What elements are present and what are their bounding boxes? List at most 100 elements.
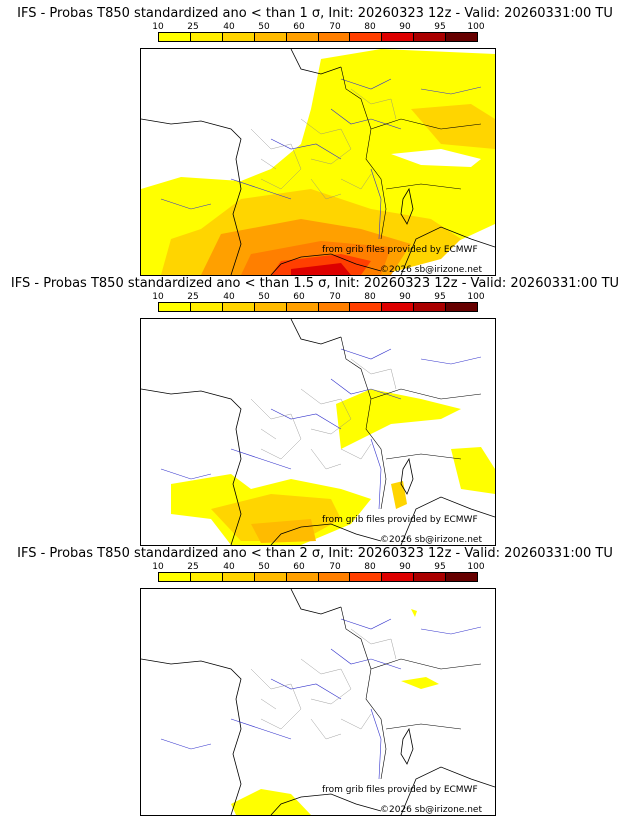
scale-swatch [286, 33, 319, 41]
prob-area-10 [336, 389, 461, 449]
scale-label: 100 [467, 292, 485, 302]
scale-swatch [159, 33, 191, 41]
scale-swatch [446, 33, 478, 41]
prob-area-90 [291, 263, 351, 275]
color-scale-bar [158, 32, 478, 42]
scale-label: 100 [467, 22, 485, 32]
prob-area-10 [231, 789, 311, 815]
probability-map: from grib files provided by ECMWF ©2026 … [140, 318, 496, 546]
scale-label: 95 [434, 22, 446, 32]
scale-swatch [222, 573, 255, 581]
national-borders [340, 606, 482, 780]
color-scale-bar [158, 302, 478, 312]
credit-source: from grib files provided by ECMWF [322, 245, 478, 255]
prob-area-10 [411, 609, 417, 617]
scale-label: 80 [364, 292, 376, 302]
scale-label: 50 [258, 292, 270, 302]
island-corsica [400, 727, 414, 765]
rivers [160, 618, 482, 780]
credit-copyright: ©2026 sb@irizone.net [380, 535, 482, 545]
panel-title: IFS - Probas T850 standardized ano < tha… [17, 6, 613, 21]
scale-swatch [286, 573, 319, 581]
coastline [141, 319, 495, 545]
scale-swatch [414, 33, 447, 41]
coastline [141, 49, 495, 275]
probability-map: from grib files provided by ECMWF ©2026 … [140, 588, 496, 816]
panel-2: IFS - Probas T850 standardized ano < tha… [0, 276, 630, 546]
panel-3: IFS - Probas T850 standardized ano < tha… [0, 546, 630, 816]
color-scale-bar [158, 572, 478, 582]
scale-label: 25 [187, 22, 199, 32]
scale-label: 90 [399, 562, 411, 572]
scale-swatch [414, 303, 447, 311]
admin-borders [250, 358, 397, 470]
scale-label: 90 [399, 292, 411, 302]
scale-swatch [350, 33, 383, 41]
credit-source: from grib files provided by ECMWF [322, 785, 478, 795]
scale-label: 70 [329, 562, 341, 572]
scale-label: 70 [329, 22, 341, 32]
scale-swatch [159, 303, 191, 311]
scale-label: 25 [187, 562, 199, 572]
prob-area-10 [401, 677, 439, 689]
scale-swatch [318, 33, 351, 41]
scale-swatch [286, 303, 319, 311]
credit-copyright: ©2026 sb@irizone.net [380, 805, 482, 815]
scale-label: 50 [258, 562, 270, 572]
scale-label: 40 [223, 22, 235, 32]
probability-map: from grib files provided by ECMWF ©2026 … [140, 48, 496, 276]
scale-swatch [382, 573, 415, 581]
island-corsica [400, 457, 414, 495]
national-borders [340, 336, 482, 510]
rivers [160, 78, 482, 240]
color-scale-labels: 10 25 40 50 60 70 80 90 95 100 [140, 22, 500, 32]
scale-swatch [190, 33, 223, 41]
scale-label: 50 [258, 22, 270, 32]
coastline [141, 589, 495, 815]
scale-swatch [159, 573, 191, 581]
scale-swatch [318, 303, 351, 311]
color-scale-labels: 10 25 40 50 60 70 80 90 95 100 [140, 562, 500, 572]
admin-borders [250, 628, 397, 740]
scale-label: 95 [434, 562, 446, 572]
scale-label: 10 [152, 562, 164, 572]
scale-swatch [350, 573, 383, 581]
panel-title: IFS - Probas T850 standardized ano < tha… [10, 276, 620, 291]
prob-area-25 [411, 104, 495, 149]
admin-borders [250, 88, 397, 200]
rivers [160, 348, 482, 510]
scale-swatch [190, 573, 223, 581]
scale-swatch [222, 33, 255, 41]
scale-swatch [382, 303, 415, 311]
scale-label: 40 [223, 292, 235, 302]
national-borders [340, 66, 482, 240]
color-scale-labels: 10 25 40 50 60 70 80 90 95 100 [140, 292, 500, 302]
panel-title: IFS - Probas T850 standardized ano < tha… [17, 546, 613, 561]
scale-label: 40 [223, 562, 235, 572]
scale-swatch [350, 303, 383, 311]
scale-label: 25 [187, 292, 199, 302]
scale-swatch [222, 303, 255, 311]
scale-label: 90 [399, 22, 411, 32]
panel-1: IFS - Probas T850 standardized ano < tha… [0, 6, 630, 276]
scale-swatch [446, 573, 478, 581]
scale-label: 95 [434, 292, 446, 302]
scale-swatch [190, 303, 223, 311]
scale-swatch [446, 303, 478, 311]
scale-swatch [254, 573, 287, 581]
scale-label: 100 [467, 562, 485, 572]
island-corsica [400, 187, 414, 225]
prob-area-10-gap [391, 149, 481, 167]
scale-swatch [318, 573, 351, 581]
scale-label: 60 [293, 22, 305, 32]
scale-swatch [254, 33, 287, 41]
prob-area-10 [451, 447, 495, 494]
scale-label: 80 [364, 22, 376, 32]
scale-label: 70 [329, 292, 341, 302]
prob-area-40 [251, 519, 316, 543]
scale-swatch [414, 573, 447, 581]
scale-label: 10 [152, 22, 164, 32]
scale-swatch [382, 33, 415, 41]
scale-label: 10 [152, 292, 164, 302]
credit-source: from grib files provided by ECMWF [322, 515, 478, 525]
